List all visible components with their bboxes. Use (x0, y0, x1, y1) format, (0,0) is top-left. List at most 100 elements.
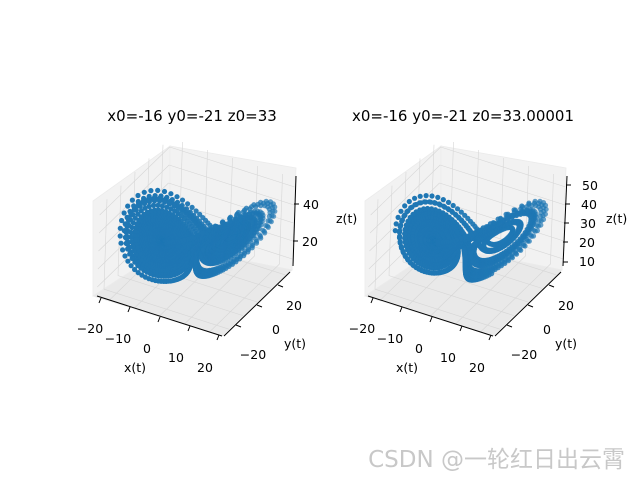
subplot-left-ticks: −20 −10 0 10 20 −20 0 20 20 40 (77, 197, 319, 375)
scatter-point (138, 208, 144, 214)
scatter-point (120, 247, 126, 253)
scatter-point (117, 225, 123, 231)
scatter-point (117, 233, 123, 239)
scatter-point (266, 213, 272, 219)
scatter-point (129, 255, 135, 261)
left-x-tick-5: 20 (197, 360, 213, 375)
scatter-point (519, 203, 525, 209)
left-y-tick-1: −20 (240, 347, 266, 362)
scatter-point (249, 241, 255, 247)
scatter-point (227, 215, 233, 221)
grid-line (99, 146, 170, 216)
scatter-point (129, 197, 135, 203)
left-y-tick-3: 20 (286, 298, 302, 313)
subplot-right: x0=-16 y0=-21 z0=33.00001 −20 −10 0 10 2… (349, 107, 627, 375)
left-z-axis-line (292, 175, 297, 267)
left-x-tick-1: −20 (77, 321, 103, 336)
scatter-point (440, 197, 446, 203)
scatter-point (189, 204, 195, 210)
scatter-point (141, 189, 147, 195)
left-z-axis-label: z(t) (336, 211, 357, 226)
scatter-point (148, 188, 154, 194)
grid-line (440, 164, 566, 206)
left-x-tick-2: −10 (105, 331, 131, 346)
scatter-point (462, 234, 468, 240)
scatter-point (150, 196, 156, 202)
scatter-point (536, 218, 542, 224)
left-y-axis-label: y(t) (284, 336, 306, 351)
scatter-point (450, 202, 456, 209)
scatter-point (142, 205, 148, 211)
scatter-point (537, 213, 544, 219)
scatter-point (265, 218, 271, 224)
scatter-point (119, 217, 125, 224)
scatter-point (139, 272, 145, 278)
scatter-point (135, 198, 141, 205)
scatter-point (161, 197, 167, 203)
left-x-axis-line (96, 295, 223, 337)
scatter-point (454, 206, 461, 212)
scatter-point (125, 246, 131, 252)
scatter-point (132, 259, 138, 265)
scatter-point (164, 204, 170, 210)
scatter-point (145, 197, 151, 203)
scatter-point (185, 201, 191, 207)
scatter-point (127, 208, 133, 214)
scatter-point (127, 251, 133, 257)
scatter-point (140, 199, 146, 205)
scatter-point (125, 258, 131, 264)
scatter-point (220, 219, 226, 225)
grid-line (370, 146, 441, 216)
scatter-point (429, 193, 435, 199)
scatter-point (511, 207, 517, 213)
subplot-left-title: x0=-16 y0=-21 z0=33 (107, 107, 277, 125)
scatter-point (179, 197, 186, 203)
scatter-point (445, 199, 452, 205)
scatter-point (122, 234, 128, 240)
scatter-point (155, 187, 161, 193)
scatter-point (159, 203, 165, 209)
scatter-point (495, 216, 501, 222)
left-z-tick-2: 40 (303, 197, 319, 212)
scatter-point (135, 270, 141, 276)
scatter-point (124, 214, 130, 220)
scatter-point (135, 211, 141, 217)
scatter-point (131, 203, 137, 209)
scatter-point (150, 202, 157, 208)
scatter-point (199, 230, 205, 236)
left-x-tick-4: 10 (168, 350, 184, 365)
grid-line (369, 164, 441, 234)
left-x-axis-label: x(t) (124, 360, 146, 375)
scatter-point (156, 196, 162, 202)
scatter-point (161, 188, 168, 195)
scatter-point (200, 215, 206, 221)
grid-line (169, 146, 295, 188)
left-y-axis-line (223, 271, 291, 337)
scatter-point (131, 207, 137, 213)
scatter-point (133, 225, 139, 231)
scatter-point (125, 203, 131, 209)
scatter-point (193, 208, 199, 214)
subplot-left: x0=-16 y0=-21 z0=33 −20 −10 0 10 20 (77, 107, 357, 375)
scatter-point (155, 202, 161, 208)
scatter-point (179, 208, 185, 215)
scatter-point (121, 228, 127, 234)
grid-line (169, 164, 295, 206)
scatter-point (121, 210, 127, 216)
subplot-right-scatter (392, 193, 549, 283)
scatter-point (168, 191, 174, 197)
scatter-point (503, 211, 509, 217)
scatter-point (174, 194, 180, 200)
scatter-point (128, 263, 134, 269)
scatter-point (118, 240, 124, 246)
scatter-point (132, 266, 138, 273)
left-x-tick-3: 0 (143, 341, 151, 356)
scatter-point (212, 223, 218, 229)
subplot-left-axes (96, 175, 297, 337)
grid-line (500, 157, 504, 249)
scatter-point (146, 203, 152, 209)
scatter-point (183, 211, 189, 218)
scatter-point (122, 253, 128, 259)
scatter-point (122, 221, 128, 227)
